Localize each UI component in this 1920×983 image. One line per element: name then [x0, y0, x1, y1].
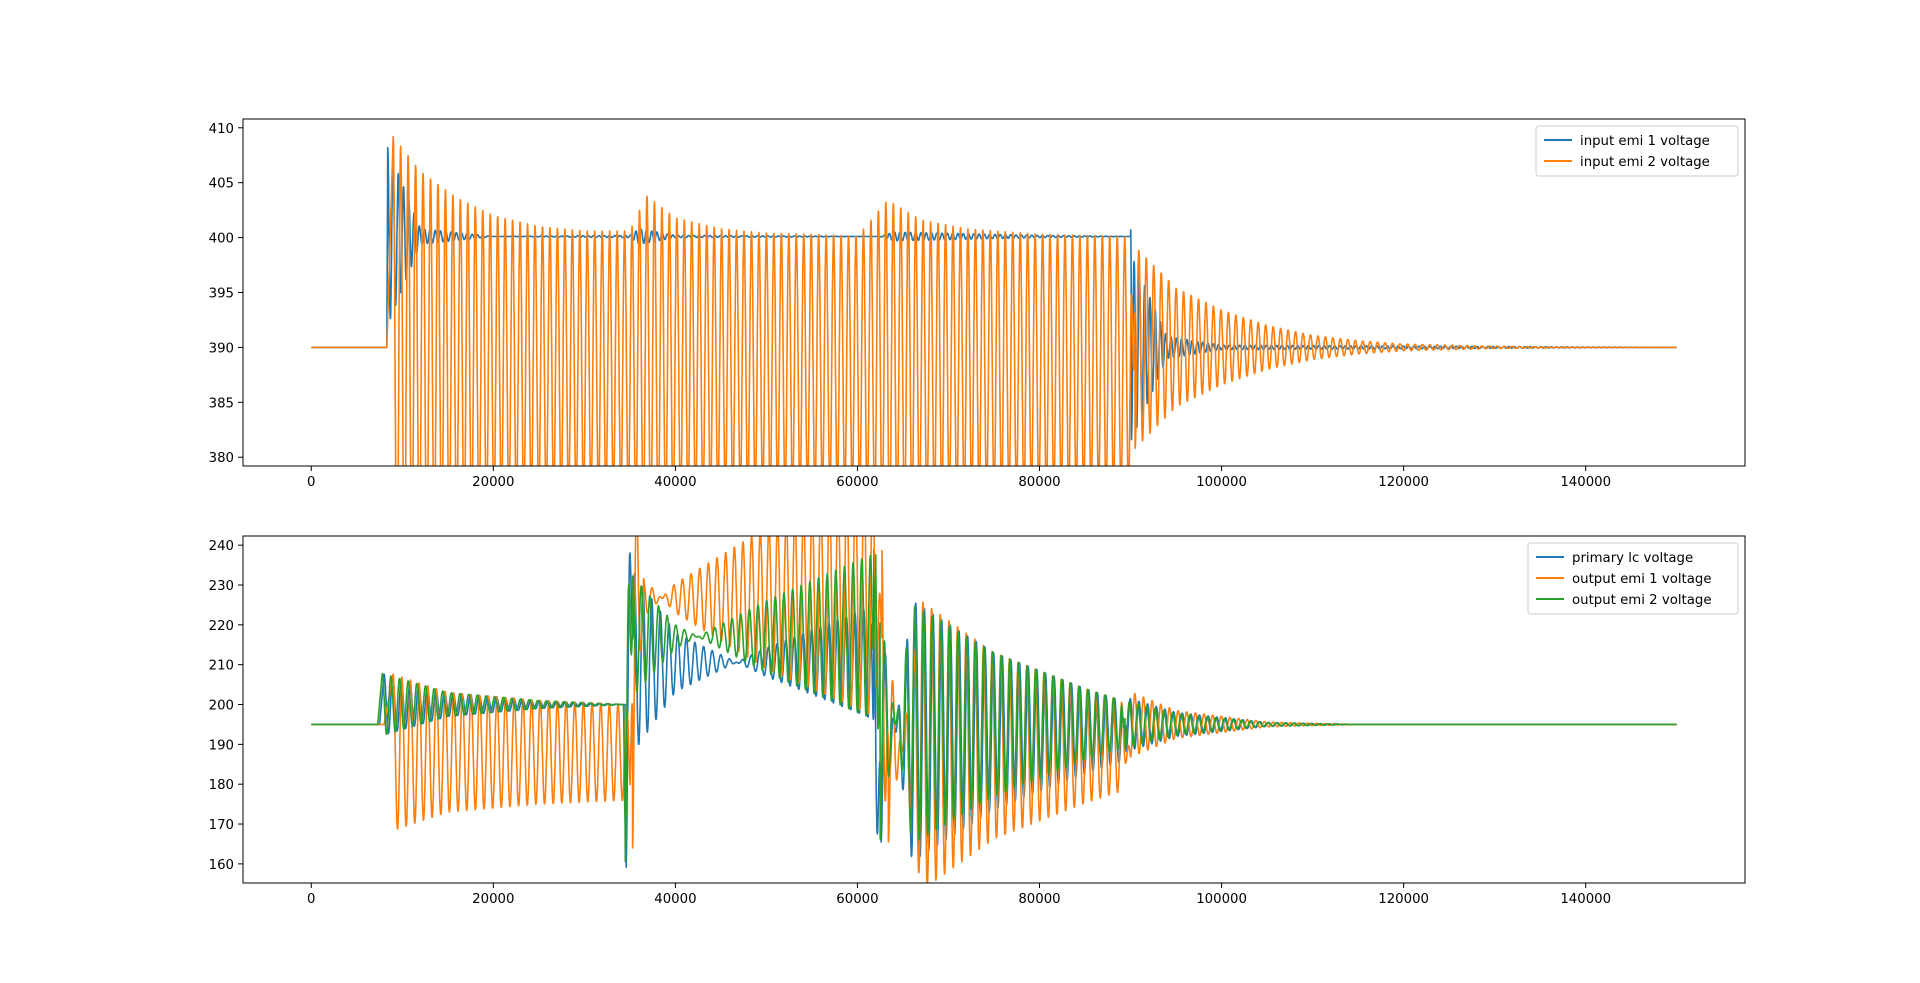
x-tick-label: 0 — [307, 892, 315, 907]
x-tick-label: 100000 — [1196, 892, 1247, 907]
y-tick-label: 210 — [209, 659, 234, 674]
bottom-chart: 0 20000 40000 60000 80000 100000 120000 140000 1… — [209, 535, 1746, 907]
x-tick-label: 80000 — [1018, 475, 1060, 490]
series-line-input-emi-2-voltage — [310, 135, 1678, 466]
y-tick-label: 405 — [209, 177, 234, 192]
y-tick-label: 190 — [209, 738, 234, 753]
legend: input emi 1 voltage input emi 2 voltage — [1535, 125, 1739, 177]
x-tick-label: 0 — [307, 475, 315, 490]
y-tick-label: 410 — [209, 122, 234, 137]
legend-label: input emi 2 voltage — [1580, 155, 1710, 170]
x-tick-label: 20000 — [472, 892, 514, 907]
x-tick-label: 120000 — [1378, 475, 1429, 490]
legend-label: output emi 1 voltage — [1572, 572, 1712, 587]
y-tick-label: 385 — [209, 396, 234, 411]
y-tick-label: 200 — [209, 699, 234, 714]
legend: primary lc voltage output emi 1 voltage ou… — [1527, 542, 1739, 615]
legend-label: input emi 1 voltage — [1580, 134, 1710, 149]
axes-frame — [242, 535, 1746, 884]
x-tick-label: 80000 — [1018, 892, 1060, 907]
x-tick-label: 20000 — [472, 475, 514, 490]
x-tick-label: 120000 — [1378, 892, 1429, 907]
series-line-output-emi-2-voltage — [310, 553, 1678, 863]
y-tick-label: 240 — [209, 539, 234, 554]
y-tick-label: 390 — [209, 341, 234, 356]
y-tick-label: 380 — [209, 451, 234, 466]
y-tick-label: 160 — [209, 858, 234, 873]
y-tick-label: 230 — [209, 579, 234, 594]
x-tick-label: 40000 — [654, 475, 696, 490]
x-tick-label: 140000 — [1560, 475, 1611, 490]
legend-label: output emi 2 voltage — [1572, 593, 1712, 608]
top-chart: 0 20000 40000 60000 80000 100000 120000 140000 3… — [209, 118, 1746, 490]
y-tick-label: 170 — [209, 818, 234, 833]
series-line-input-emi-1-voltage — [310, 146, 1678, 441]
plot-area — [310, 536, 1678, 883]
x-tick-label: 40000 — [654, 892, 696, 907]
y-tick-label: 180 — [209, 778, 234, 793]
plot-area — [310, 135, 1678, 466]
legend-box — [1527, 542, 1739, 615]
legend-label: primary lc voltage — [1572, 551, 1693, 566]
x-tick-label: 140000 — [1560, 892, 1611, 907]
x-tick-label: 100000 — [1196, 475, 1247, 490]
legend-box — [1535, 125, 1739, 177]
y-tick-label: 220 — [209, 619, 234, 634]
x-tick-label: 60000 — [836, 892, 878, 907]
x-tick-label: 60000 — [836, 475, 878, 490]
y-tick-label: 400 — [209, 232, 234, 247]
y-tick-label: 395 — [209, 287, 234, 302]
